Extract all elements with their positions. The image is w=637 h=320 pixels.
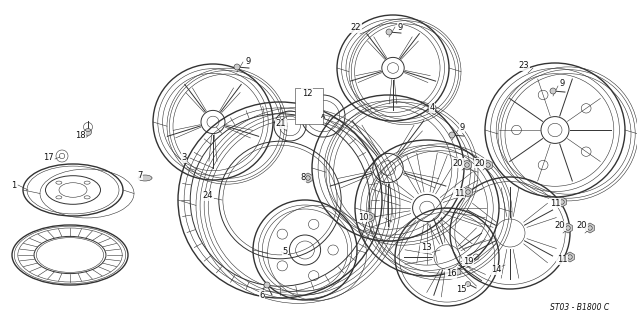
- Text: 23: 23: [519, 61, 529, 70]
- Circle shape: [306, 176, 310, 180]
- Circle shape: [264, 282, 270, 288]
- Text: 3: 3: [182, 154, 187, 163]
- Polygon shape: [304, 173, 312, 183]
- Polygon shape: [464, 187, 472, 197]
- Text: 20: 20: [555, 221, 565, 230]
- Text: 9: 9: [245, 58, 250, 67]
- Circle shape: [386, 29, 392, 35]
- Polygon shape: [483, 160, 492, 170]
- Text: 10: 10: [358, 212, 368, 221]
- Circle shape: [449, 132, 455, 138]
- Polygon shape: [564, 223, 572, 233]
- Polygon shape: [366, 212, 375, 222]
- Text: 11: 11: [557, 255, 568, 265]
- Circle shape: [588, 226, 592, 230]
- Text: 9: 9: [397, 22, 403, 31]
- Circle shape: [368, 215, 372, 219]
- Text: 20: 20: [453, 158, 463, 167]
- Polygon shape: [585, 223, 594, 233]
- Circle shape: [566, 226, 570, 230]
- Circle shape: [85, 129, 92, 135]
- Text: 1: 1: [11, 180, 17, 189]
- Text: 8: 8: [300, 173, 306, 182]
- Text: 12: 12: [302, 89, 312, 98]
- Ellipse shape: [138, 175, 152, 181]
- Text: 9: 9: [459, 124, 464, 132]
- Text: 13: 13: [420, 244, 431, 252]
- Circle shape: [234, 64, 240, 70]
- Text: 4: 4: [429, 103, 434, 113]
- Bar: [295, 88, 323, 124]
- Circle shape: [465, 163, 469, 167]
- Circle shape: [560, 200, 564, 204]
- Text: 24: 24: [203, 191, 213, 201]
- Text: 11: 11: [550, 198, 561, 207]
- Text: 20: 20: [475, 158, 485, 167]
- Circle shape: [455, 269, 461, 275]
- Text: 18: 18: [75, 132, 85, 140]
- Polygon shape: [462, 160, 471, 170]
- Text: 7: 7: [138, 171, 143, 180]
- Text: 16: 16: [446, 269, 456, 278]
- Circle shape: [486, 163, 490, 167]
- Text: 17: 17: [43, 154, 54, 163]
- Text: 14: 14: [490, 266, 501, 275]
- Circle shape: [428, 104, 436, 112]
- Text: 9: 9: [559, 78, 564, 87]
- Circle shape: [466, 282, 471, 286]
- Text: 20: 20: [576, 221, 587, 230]
- Text: 11: 11: [454, 188, 464, 197]
- Polygon shape: [566, 252, 575, 262]
- Circle shape: [466, 190, 470, 194]
- Text: ST03 - B1800 C: ST03 - B1800 C: [550, 303, 610, 313]
- Text: A: A: [321, 114, 325, 118]
- Text: 6: 6: [259, 291, 265, 300]
- Text: 22: 22: [351, 23, 361, 33]
- Circle shape: [568, 255, 572, 259]
- Text: 19: 19: [462, 257, 473, 266]
- Text: 5: 5: [282, 247, 288, 257]
- Circle shape: [550, 88, 556, 94]
- Text: 15: 15: [455, 285, 466, 294]
- Text: 21: 21: [276, 119, 286, 129]
- Polygon shape: [557, 197, 566, 207]
